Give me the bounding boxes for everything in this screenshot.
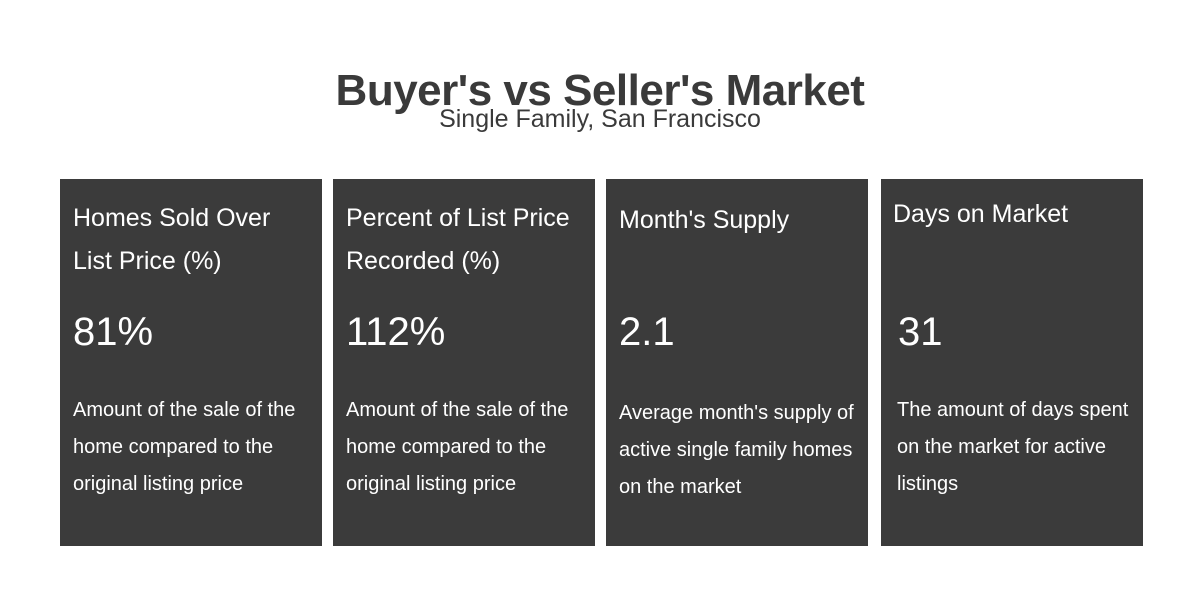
card-value: 31 xyxy=(898,310,943,354)
card-homes-sold-over-list: Homes Sold Over List Price (%) 81% Amoun… xyxy=(60,179,322,546)
card-heading: Percent of List Price Recorded (%) xyxy=(346,204,570,275)
page-subtitle: Single Family, San Francisco xyxy=(439,105,761,133)
card-heading: Homes Sold Over List Price (%) xyxy=(73,204,271,275)
card-description: Amount of the sale of the home compared … xyxy=(73,399,296,495)
card-percent-of-list-price: Percent of List Price Recorded (%) 112% … xyxy=(333,179,595,546)
card-months-supply: Month's Supply 2.1 Average month's suppl… xyxy=(606,179,868,546)
card-value: 112% xyxy=(346,310,446,354)
card-description: The amount of days spent on the market f… xyxy=(897,399,1129,495)
card-value: 81% xyxy=(73,310,154,354)
card-value: 2.1 xyxy=(619,310,675,354)
card-description: Average month's supply of active single … xyxy=(619,402,854,498)
card-heading: Days on Market xyxy=(893,200,1069,228)
card-heading: Month's Supply xyxy=(619,206,790,234)
page-title: Buyer's vs Seller's Market xyxy=(335,66,865,116)
metric-cards: Homes Sold Over List Price (%) 81% Amoun… xyxy=(60,179,1143,546)
card-description: Amount of the sale of the home compared … xyxy=(346,399,569,495)
card-days-on-market: Days on Market 31 The amount of days spe… xyxy=(881,179,1143,546)
